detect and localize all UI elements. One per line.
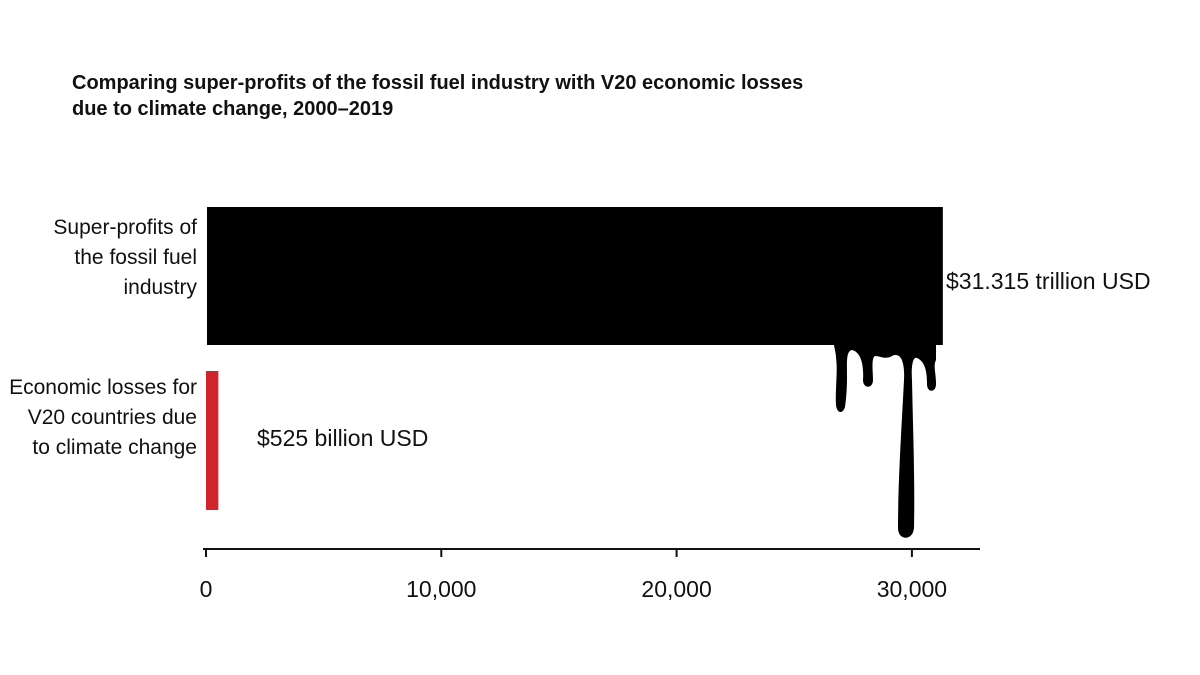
x-tick-label: 20,000 (641, 576, 711, 602)
bar-v20-losses (206, 371, 219, 510)
x-tick-label: 30,000 (877, 576, 947, 602)
category-label-v20-losses: Economic losses for V20 countries due to… (9, 376, 197, 459)
oil-drip-decoration (834, 344, 936, 538)
category-label-fossil-fuel: Super-profits of the fossil fuel industr… (53, 216, 197, 299)
x-tick-label: 10,000 (406, 576, 476, 602)
value-label-fossil-fuel: $31.315 trillion USD (946, 268, 1151, 294)
chart-title: Comparing super-profits of the fossil fu… (72, 72, 804, 120)
bar-fossil-fuel (207, 207, 943, 345)
x-tick-label: 0 (200, 576, 213, 602)
value-label-v20-losses: $525 billion USD (257, 425, 429, 451)
